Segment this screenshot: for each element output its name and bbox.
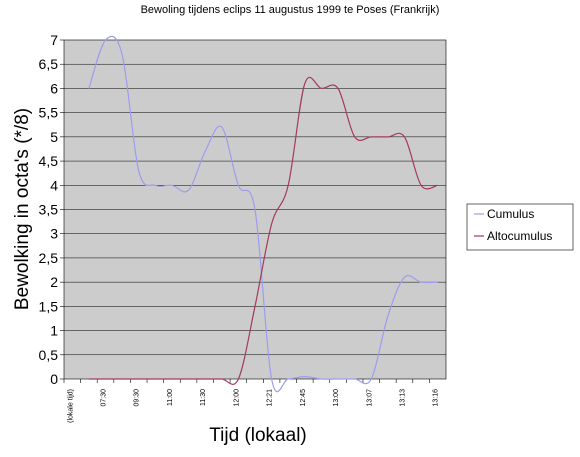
x-tick-label: 11:00: [167, 389, 174, 406]
x-tick-label: 12:45: [300, 389, 307, 407]
x-tick-label: 13:13: [399, 389, 406, 407]
y-axis-ticks: 0 0,5 1 1,5 2 2,5 3 3,5 4 4,5 5 5,5 6 6,5 7: [39, 32, 64, 387]
y-tick-label: 1,5: [39, 298, 59, 314]
x-tick-label: (lokale tijd): [67, 389, 74, 423]
legend-label-altocumulus: Altocumulus: [487, 229, 552, 243]
y-tick-label: 3,5: [39, 202, 59, 218]
series-line-altocumulus: [88, 76, 438, 385]
y-tick-label: 0,5: [39, 347, 59, 363]
y-axis-label: Bewolking in octa's (*/8): [12, 108, 33, 310]
y-tick-label: 2,5: [39, 250, 59, 266]
x-tick-label: 13:00: [333, 389, 340, 407]
x-tick-label: 07:30: [101, 389, 108, 407]
series-lines: [88, 35, 438, 393]
x-tick-label: 09:30: [134, 389, 141, 407]
y-tick-label: 4,5: [39, 153, 59, 169]
legend-box: [466, 203, 574, 251]
legend-label-cumulus: Cumulus: [487, 207, 534, 221]
legend: Cumulus Altocumulus: [466, 203, 574, 251]
y-tick-label: 1: [50, 323, 58, 339]
x-axis-ticks: (lokale tijd) 07:30 09:30 11:00 11:30 12:00 12…: [63, 379, 440, 423]
x-tick-label: 13:16: [433, 389, 440, 407]
y-tick-label: 0: [50, 371, 58, 387]
y-tick-label: 6,5: [39, 56, 59, 72]
chart-title: Bewoling tijdens eclips 11 augustus 1999…: [141, 4, 440, 16]
x-axis-label: Tijd (lokaal): [209, 425, 307, 446]
gridlines: [64, 63, 446, 356]
y-tick-label: 3: [50, 226, 58, 242]
y-tick-label: 4: [50, 177, 58, 193]
y-tick-label: 5: [50, 129, 58, 145]
y-tick-label: 2: [50, 274, 58, 290]
y-tick-label: 6: [50, 80, 58, 96]
x-tick-label: 13:07: [366, 389, 373, 407]
y-tick-label: 7: [50, 32, 58, 48]
x-tick-label: 12:21: [267, 389, 274, 407]
y-tick-label: 5,5: [39, 105, 59, 121]
x-tick-label: 11:30: [200, 389, 207, 406]
x-tick-label: 12:00: [233, 389, 240, 407]
